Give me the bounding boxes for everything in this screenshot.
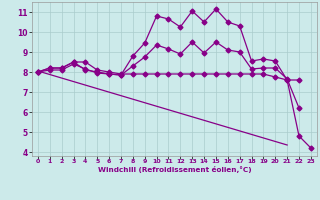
X-axis label: Windchill (Refroidissement éolien,°C): Windchill (Refroidissement éolien,°C) (98, 166, 251, 173)
